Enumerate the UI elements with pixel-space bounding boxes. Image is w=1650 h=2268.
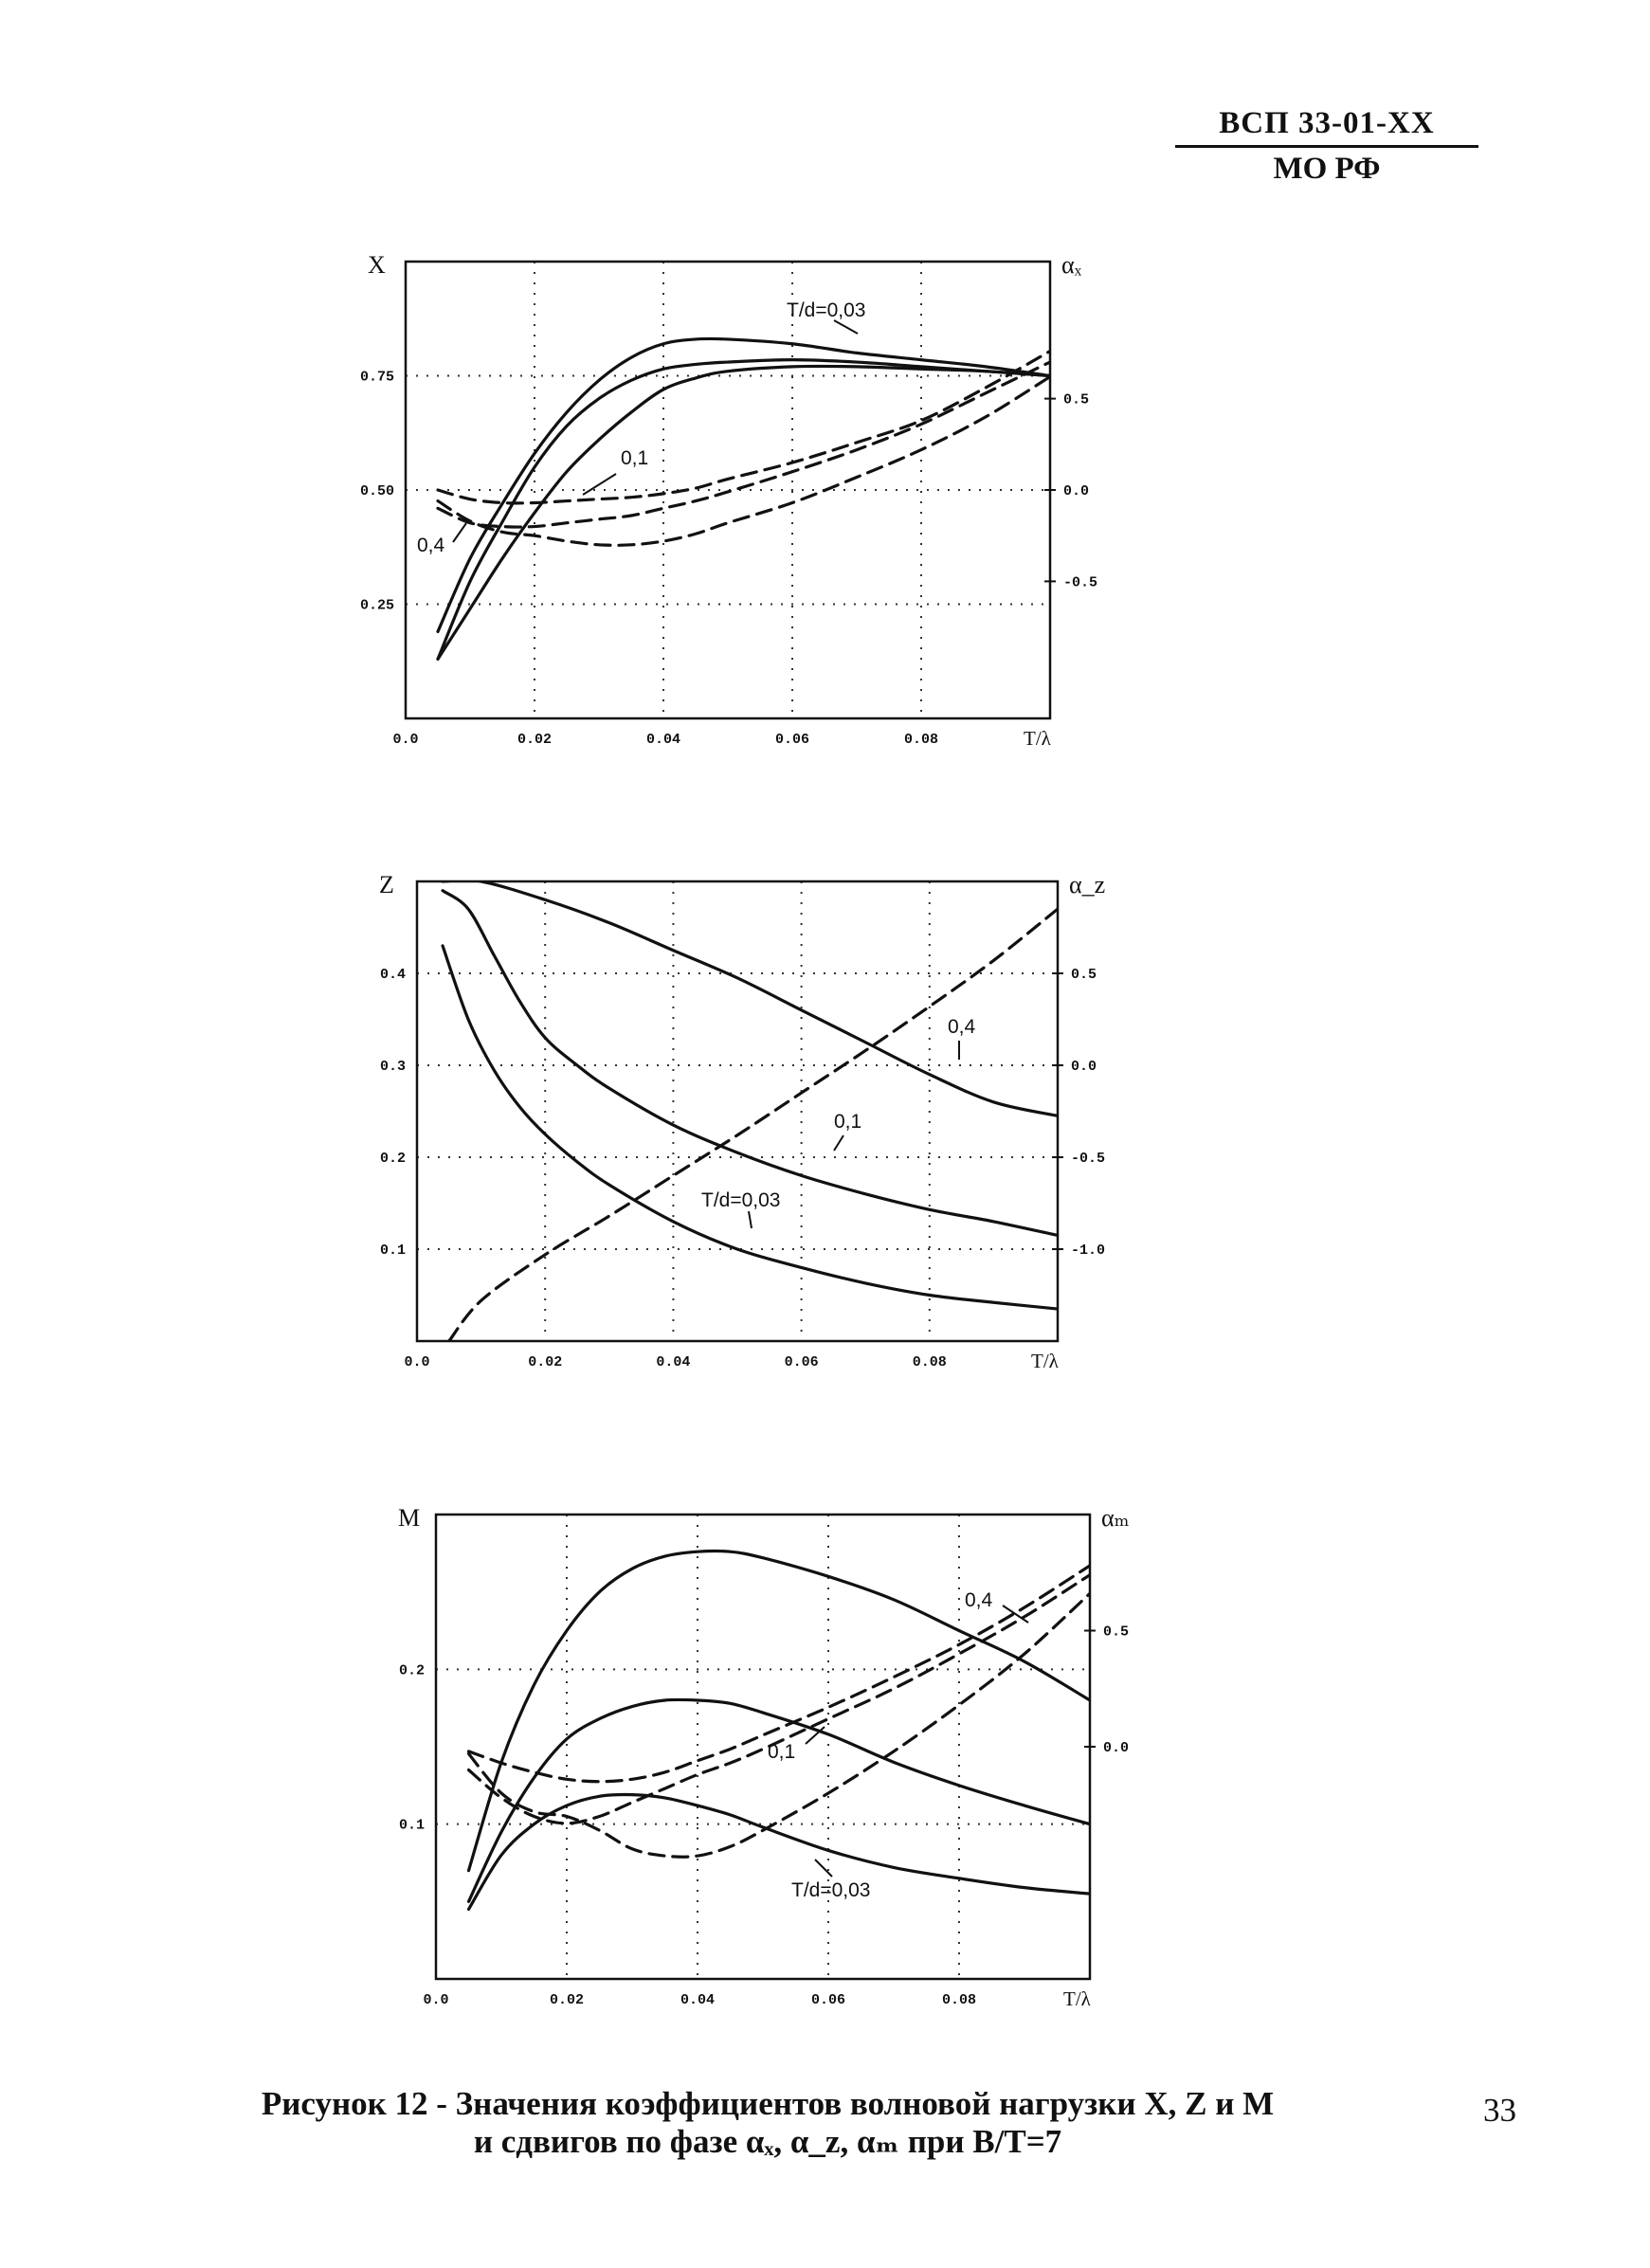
y2-axis-label: α_z <box>1069 871 1105 898</box>
y-tick-label: 0.2 <box>399 1662 425 1678</box>
x-tick-label: 0.0 <box>423 1992 448 2008</box>
document-code: ВСП 33-01-ХХ МО РФ <box>1175 106 1478 187</box>
plot-frame <box>434 1513 1092 1981</box>
x-tick-label: 0.06 <box>811 1992 845 2008</box>
curve-label-leader <box>452 522 467 543</box>
y-tick-label: 0.1 <box>380 1243 406 1259</box>
curve-label: T/d=0,03 <box>787 299 865 321</box>
figure-caption: Рисунок 12 - Значения коэффициентов волн… <box>114 2085 1422 2161</box>
coefficient-line-0-1 <box>441 889 1058 1238</box>
x-tick-label: 0.02 <box>528 1354 562 1370</box>
coefficient-line-t-d-0-03 <box>436 336 1050 634</box>
y2-tick-label: 0.0 <box>1103 1740 1129 1756</box>
y2-tick-label: 0.5 <box>1063 392 1089 408</box>
x-tick-label: 0.06 <box>785 1354 819 1370</box>
x-tick-label: 0.02 <box>517 732 552 748</box>
phase-line-series <box>447 907 1058 1341</box>
phase-line-t-d-0-03 <box>466 1591 1090 1859</box>
curve-label: 0,4 <box>965 1589 993 1611</box>
y-tick-label: 0.2 <box>380 1151 406 1167</box>
y2-tick-label: 0.0 <box>1063 483 1089 499</box>
curve-label-leader <box>1002 1605 1029 1624</box>
curve-label-leader <box>833 1134 844 1152</box>
curve-label-leader <box>748 1210 752 1229</box>
document-code-bottom: МО РФ <box>1273 152 1381 186</box>
page-number: 33 <box>1483 2092 1516 2129</box>
y-tick-label: 0.25 <box>360 598 394 614</box>
curve-label: 0,1 <box>834 1111 861 1133</box>
curve-label: T/d=0,03 <box>791 1879 870 1901</box>
plot-frame <box>404 260 1052 720</box>
phase-line-t-d-0-03 <box>436 349 1050 505</box>
x-tick-label: 0.08 <box>942 1992 976 2008</box>
curve-label: 0,4 <box>417 535 445 556</box>
x-axis-label: T/λ <box>1031 1350 1060 1372</box>
x-tick-label: 0.04 <box>680 1992 715 2008</box>
caption-line-1: Рисунок 12 - Значения коэффициентов волн… <box>261 2085 1275 2122</box>
x-tick-label: 0.06 <box>775 732 809 748</box>
x-tick-label: 0.04 <box>646 732 680 748</box>
document-code-top: ВСП 33-01-ХХ <box>1175 106 1478 148</box>
x-tick-label: 0.08 <box>913 1354 947 1370</box>
phase-line-0-1 <box>436 360 1050 529</box>
curve-label-leader <box>833 319 859 335</box>
x-tick-label: 0.08 <box>904 732 938 748</box>
y2-axis-label: αₓ <box>1061 251 1082 279</box>
x-axis-label: T/λ <box>1063 1987 1092 2010</box>
y2-tick-label: 0.5 <box>1071 967 1097 983</box>
phase-line-0-4 <box>466 1564 1090 1784</box>
curve-label-leader <box>582 473 617 496</box>
curve-label: T/d=0,03 <box>701 1189 780 1211</box>
series-group <box>436 336 1050 661</box>
y-tick-label: 0.3 <box>380 1059 406 1075</box>
coefficient-line-0-4 <box>436 364 1050 661</box>
y2-tick-label: 0.0 <box>1071 1059 1097 1075</box>
plot-frame <box>415 880 1060 1343</box>
curve-label-leader <box>805 1726 825 1745</box>
y2-tick-label: 0.5 <box>1103 1624 1129 1641</box>
caption-line-2: и сдвигов по фазе αₓ, α_z, αₘ при B/T=7 <box>473 2123 1062 2160</box>
coefficient-line-0-1 <box>436 358 1050 661</box>
curve-label: 0,1 <box>768 1741 795 1763</box>
coefficient-line-t-d-0-03 <box>466 1792 1090 1912</box>
curve-label-leader <box>814 1859 833 1878</box>
y-axis-label: Z <box>379 871 394 898</box>
y-axis-label: M <box>398 1504 420 1532</box>
series-group <box>441 881 1058 1341</box>
curve-label: 0,4 <box>948 1016 976 1038</box>
coefficient-line-0-4 <box>466 1549 1090 1873</box>
y2-tick-label: -0.5 <box>1063 574 1097 590</box>
y2-tick-label: -1.0 <box>1071 1243 1105 1259</box>
y-tick-label: 0.4 <box>380 967 406 983</box>
y2-axis-label: αₘ <box>1101 1504 1130 1532</box>
coefficient-line-t-d-0-03 <box>441 944 1058 1311</box>
phase-line-0-4 <box>436 374 1050 547</box>
y-tick-label: 0.50 <box>360 483 394 499</box>
phase-line-0-1 <box>466 1573 1090 1825</box>
y-tick-label: 0.1 <box>399 1818 425 1834</box>
y-tick-label: 0.75 <box>360 370 394 386</box>
coefficient-line-0-4 <box>441 881 1058 1117</box>
y2-tick-label: -0.5 <box>1071 1151 1105 1167</box>
x-tick-label: 0.0 <box>404 1354 429 1370</box>
coefficient-line-0-1 <box>466 1697 1090 1903</box>
series-group <box>466 1549 1090 1912</box>
x-axis-label: T/λ <box>1024 727 1052 750</box>
curve-label: 0,1 <box>621 447 648 469</box>
x-tick-label: 0.04 <box>656 1354 690 1370</box>
x-tick-label: 0.0 <box>392 732 418 748</box>
y-axis-label: X <box>368 251 386 279</box>
x-tick-label: 0.02 <box>550 1992 584 2008</box>
